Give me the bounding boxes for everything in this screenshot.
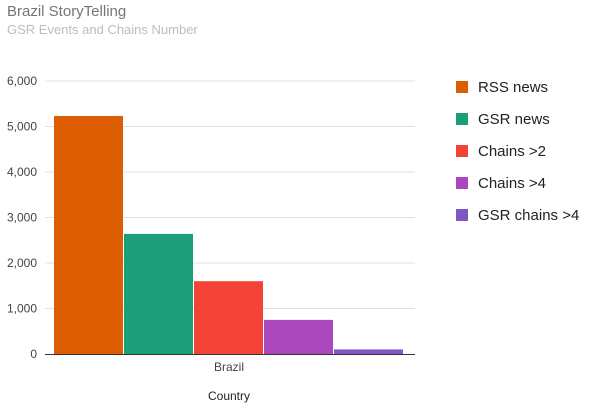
legend-label: RSS news bbox=[478, 79, 548, 96]
bar-gsr-chains-4 bbox=[334, 349, 403, 354]
legend-swatch bbox=[456, 81, 468, 93]
legend-label: GSR chains >4 bbox=[478, 207, 579, 224]
y-tick-label: 3,000 bbox=[7, 211, 37, 225]
bars bbox=[54, 116, 403, 354]
y-axis-ticks: 0 1,000 2,000 3,000 4,000 5,000 6,000 bbox=[7, 74, 37, 361]
bar-rss-news bbox=[54, 116, 123, 354]
legend-label: Chains >2 bbox=[478, 143, 546, 160]
bar-chains-4 bbox=[264, 319, 333, 354]
legend-label: GSR news bbox=[478, 111, 550, 128]
bar-gsr-news bbox=[124, 233, 193, 354]
legend: RSS news GSR news Chains >2 Chains >4 GSR ch… bbox=[456, 79, 579, 224]
y-tick-label: 0 bbox=[30, 347, 37, 361]
legend-swatch bbox=[456, 113, 468, 125]
chart-subtitle: GSR Events and Chains Number bbox=[7, 22, 198, 37]
legend-swatch bbox=[456, 145, 468, 157]
y-tick-label: 1,000 bbox=[7, 302, 37, 316]
y-tick-label: 5,000 bbox=[7, 120, 37, 134]
legend-label: Chains >4 bbox=[478, 175, 546, 192]
bar-chains-2 bbox=[194, 281, 263, 354]
y-tick-label: 4,000 bbox=[7, 165, 37, 179]
chart-title: Brazil StoryTelling bbox=[7, 3, 127, 20]
legend-swatch bbox=[456, 209, 468, 221]
y-tick-label: 2,000 bbox=[7, 256, 37, 270]
legend-swatch bbox=[456, 177, 468, 189]
y-tick-label: 6,000 bbox=[7, 74, 37, 88]
x-axis-title: Country bbox=[208, 389, 250, 403]
x-tick-label: Brazil bbox=[214, 360, 244, 374]
